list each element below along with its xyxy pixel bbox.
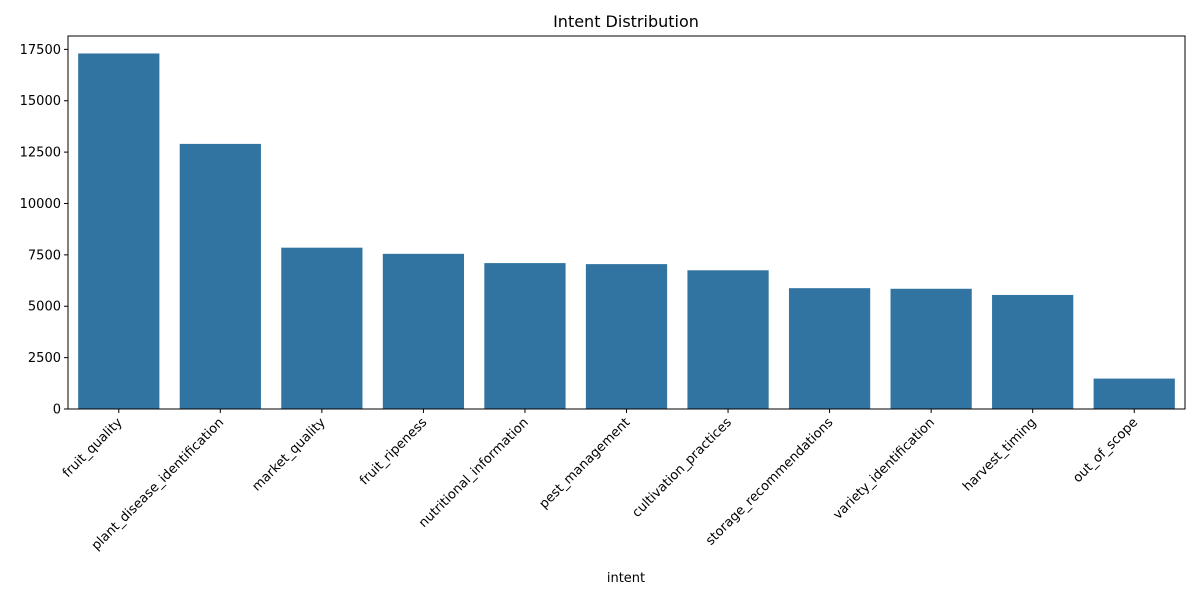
- bar-cultivation_practices: [687, 270, 769, 409]
- y-tick-label: 2500: [28, 351, 61, 366]
- x-tick-label: pest_management: [537, 415, 634, 512]
- y-tick-label: 15000: [20, 94, 61, 109]
- bar-market_quality: [281, 247, 363, 409]
- bar-storage_recommendations: [788, 288, 871, 409]
- bar-fruit_ripeness: [382, 253, 465, 409]
- y-tick-label: 7500: [28, 248, 61, 263]
- y-tick-label: 12500: [20, 146, 61, 161]
- x-tick-label: harvest_timing: [960, 415, 1039, 494]
- y-tick-label: 10000: [20, 197, 61, 212]
- y-tick-label: 5000: [28, 300, 61, 315]
- x-axis: fruit_qualityplant_disease_identificatio…: [60, 409, 1141, 554]
- x-tick-label: fruit_ripeness: [357, 415, 430, 488]
- bars-group: [78, 53, 1175, 409]
- x-tick-label: variety_identification: [831, 415, 938, 522]
- x-tick-label: fruit_quality: [60, 415, 126, 481]
- chart-title: Intent Distribution: [553, 12, 699, 31]
- bar-variety_identification: [890, 288, 972, 409]
- x-tick-label: cultivation_practices: [629, 415, 735, 521]
- plot-frame: [67, 35, 1186, 410]
- bar-nutritional_information: [484, 263, 566, 409]
- bar-plant_disease_identification: [179, 143, 261, 409]
- x-tick-label: market_quality: [249, 415, 328, 494]
- bar-pest_management: [585, 264, 668, 409]
- bar-fruit_quality: [78, 53, 160, 409]
- bar-out_of_scope: [1093, 378, 1175, 409]
- x-axis-label: intent: [607, 571, 645, 586]
- x-tick-label: out_of_scope: [1070, 415, 1141, 486]
- x-tick-label: nutritional_information: [416, 415, 532, 531]
- y-tick-label: 0: [53, 403, 61, 418]
- bar-harvest_timing: [992, 294, 1074, 409]
- y-axis: 0 2500 5000 7500 10000 12500 15000 17500: [20, 43, 68, 418]
- y-tick-label: 17500: [20, 43, 61, 58]
